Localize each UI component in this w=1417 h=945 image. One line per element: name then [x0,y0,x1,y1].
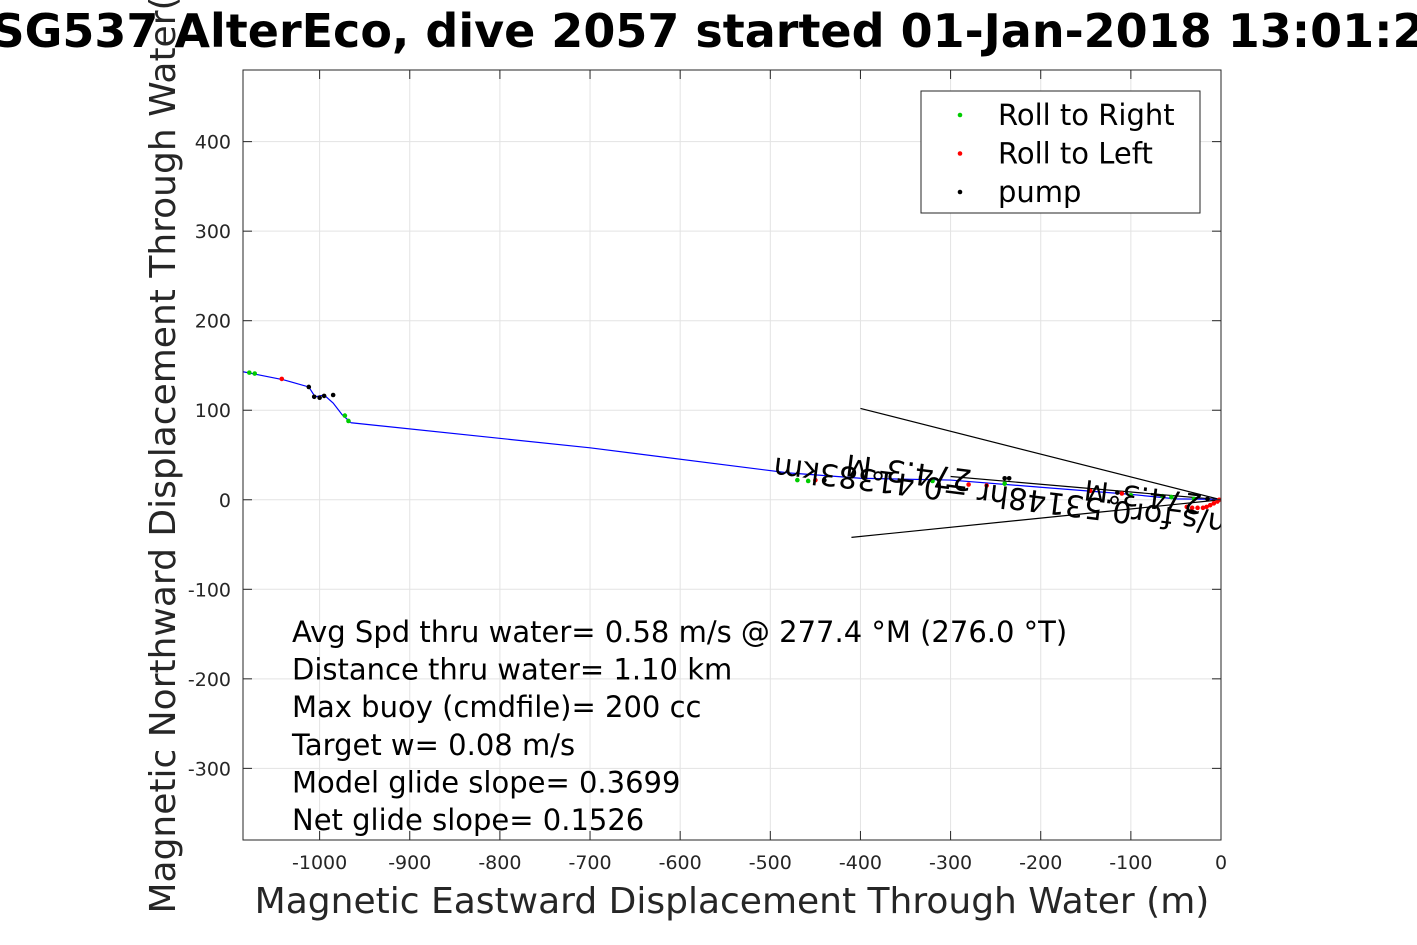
info-line: Max buoy (cmdfile)= 200 cc [292,690,701,724]
series-1-point [1195,505,1200,511]
y-tick-label: 400 [195,132,231,154]
legend-box [920,90,1201,214]
x-tick-label: -500 [749,852,792,874]
series-0-point [1191,496,1197,502]
y-tick-label: 100 [195,400,231,422]
legend-marker [957,112,963,118]
series-0-point [247,370,252,375]
series-2-point [311,394,317,400]
x-tick-label: -800 [478,852,521,874]
series-0-point [795,477,800,483]
legend-marker [957,189,963,195]
series-1-point [279,376,285,382]
series-2-point [306,384,312,390]
legend-label: Roll to Right [998,98,1175,132]
x-tick-label: -900 [388,852,431,874]
axis-ticks: -1000 -900 -800 -700 -600 -500 -400 -300 -200 -10… [188,70,1227,874]
series-2-point [317,395,322,400]
series-1-point [1204,504,1209,510]
y-tick-label: 200 [195,311,231,333]
legend: Roll to Right Roll to Left pump [920,90,1201,214]
series-2-point [330,392,336,398]
series-1-point [1211,501,1217,506]
series-2-point [1006,475,1012,481]
y-tick-label: -300 [188,758,231,780]
info-line: Net glide slope= 0.1526 [292,803,644,837]
y-tick-label: 300 [195,221,231,243]
info-line: Distance thru water= 1.10 km [292,653,732,687]
series-0-point [1169,494,1174,500]
series-0-point [930,478,935,484]
x-tick-label: 0 [1215,852,1227,874]
series-1-point [1189,505,1195,511]
series-1-point [1119,491,1125,496]
legend-label: Roll to Left [998,137,1153,171]
series-2-point [321,393,327,399]
track-line [243,371,1221,501]
chart-title: SG537 AlterEco, dive 2057 started 01-Jan… [0,4,1417,58]
x-axis-label: Magnetic Eastward Displacement Through W… [255,881,1210,922]
legend-label: pump [998,175,1081,209]
plot-frame [242,69,1222,841]
series-0-point [805,478,811,484]
series-1-point [1207,502,1213,508]
current-vector-line [851,499,1221,538]
series-1-point [1087,488,1093,494]
y-tick-label: 0 [219,490,231,512]
current-vector-line [950,475,1221,501]
x-tick-label: -400 [839,852,882,874]
series-0-point [346,418,351,424]
legend-marker [957,151,963,156]
series-1-point [813,477,818,483]
x-tick-label: -600 [659,852,702,874]
info-line: Avg Spd thru water= 0.58 m/s @ 277.4 °M … [292,615,1067,649]
x-tick-label: -100 [1109,852,1152,874]
series-1-point [984,483,989,488]
series-2-point [822,477,827,483]
series-2-point [1115,490,1120,495]
series-1-point [966,482,971,487]
series-2-point [1205,496,1210,502]
series-0-point [1128,492,1134,498]
series-1-point [1184,504,1190,510]
series-0-point [1160,493,1165,499]
current-vector-line [860,407,1221,501]
x-tick-label: -300 [929,852,972,874]
series-0-point [252,371,258,376]
y-tick-label: -100 [188,579,231,601]
series-0-point [342,413,348,418]
y-axis-label: Magnetic Northward Displacement Through … [143,0,184,914]
series-0-point [1002,481,1007,486]
series-1-point [1200,505,1206,511]
y-tick-label: -200 [188,669,231,691]
series-2-point [1002,475,1007,481]
info-line: Model glide slope= 0.3699 [292,765,680,799]
info-line: Target w= 0.08 m/s [291,728,575,762]
x-tick-label: -700 [568,852,611,874]
info-text-block: Avg Spd thru water= 0.58 m/s @ 277.4 °M … [291,615,1067,837]
x-tick-label: -200 [1019,852,1062,874]
x-tick-label: -1000 [292,852,347,874]
